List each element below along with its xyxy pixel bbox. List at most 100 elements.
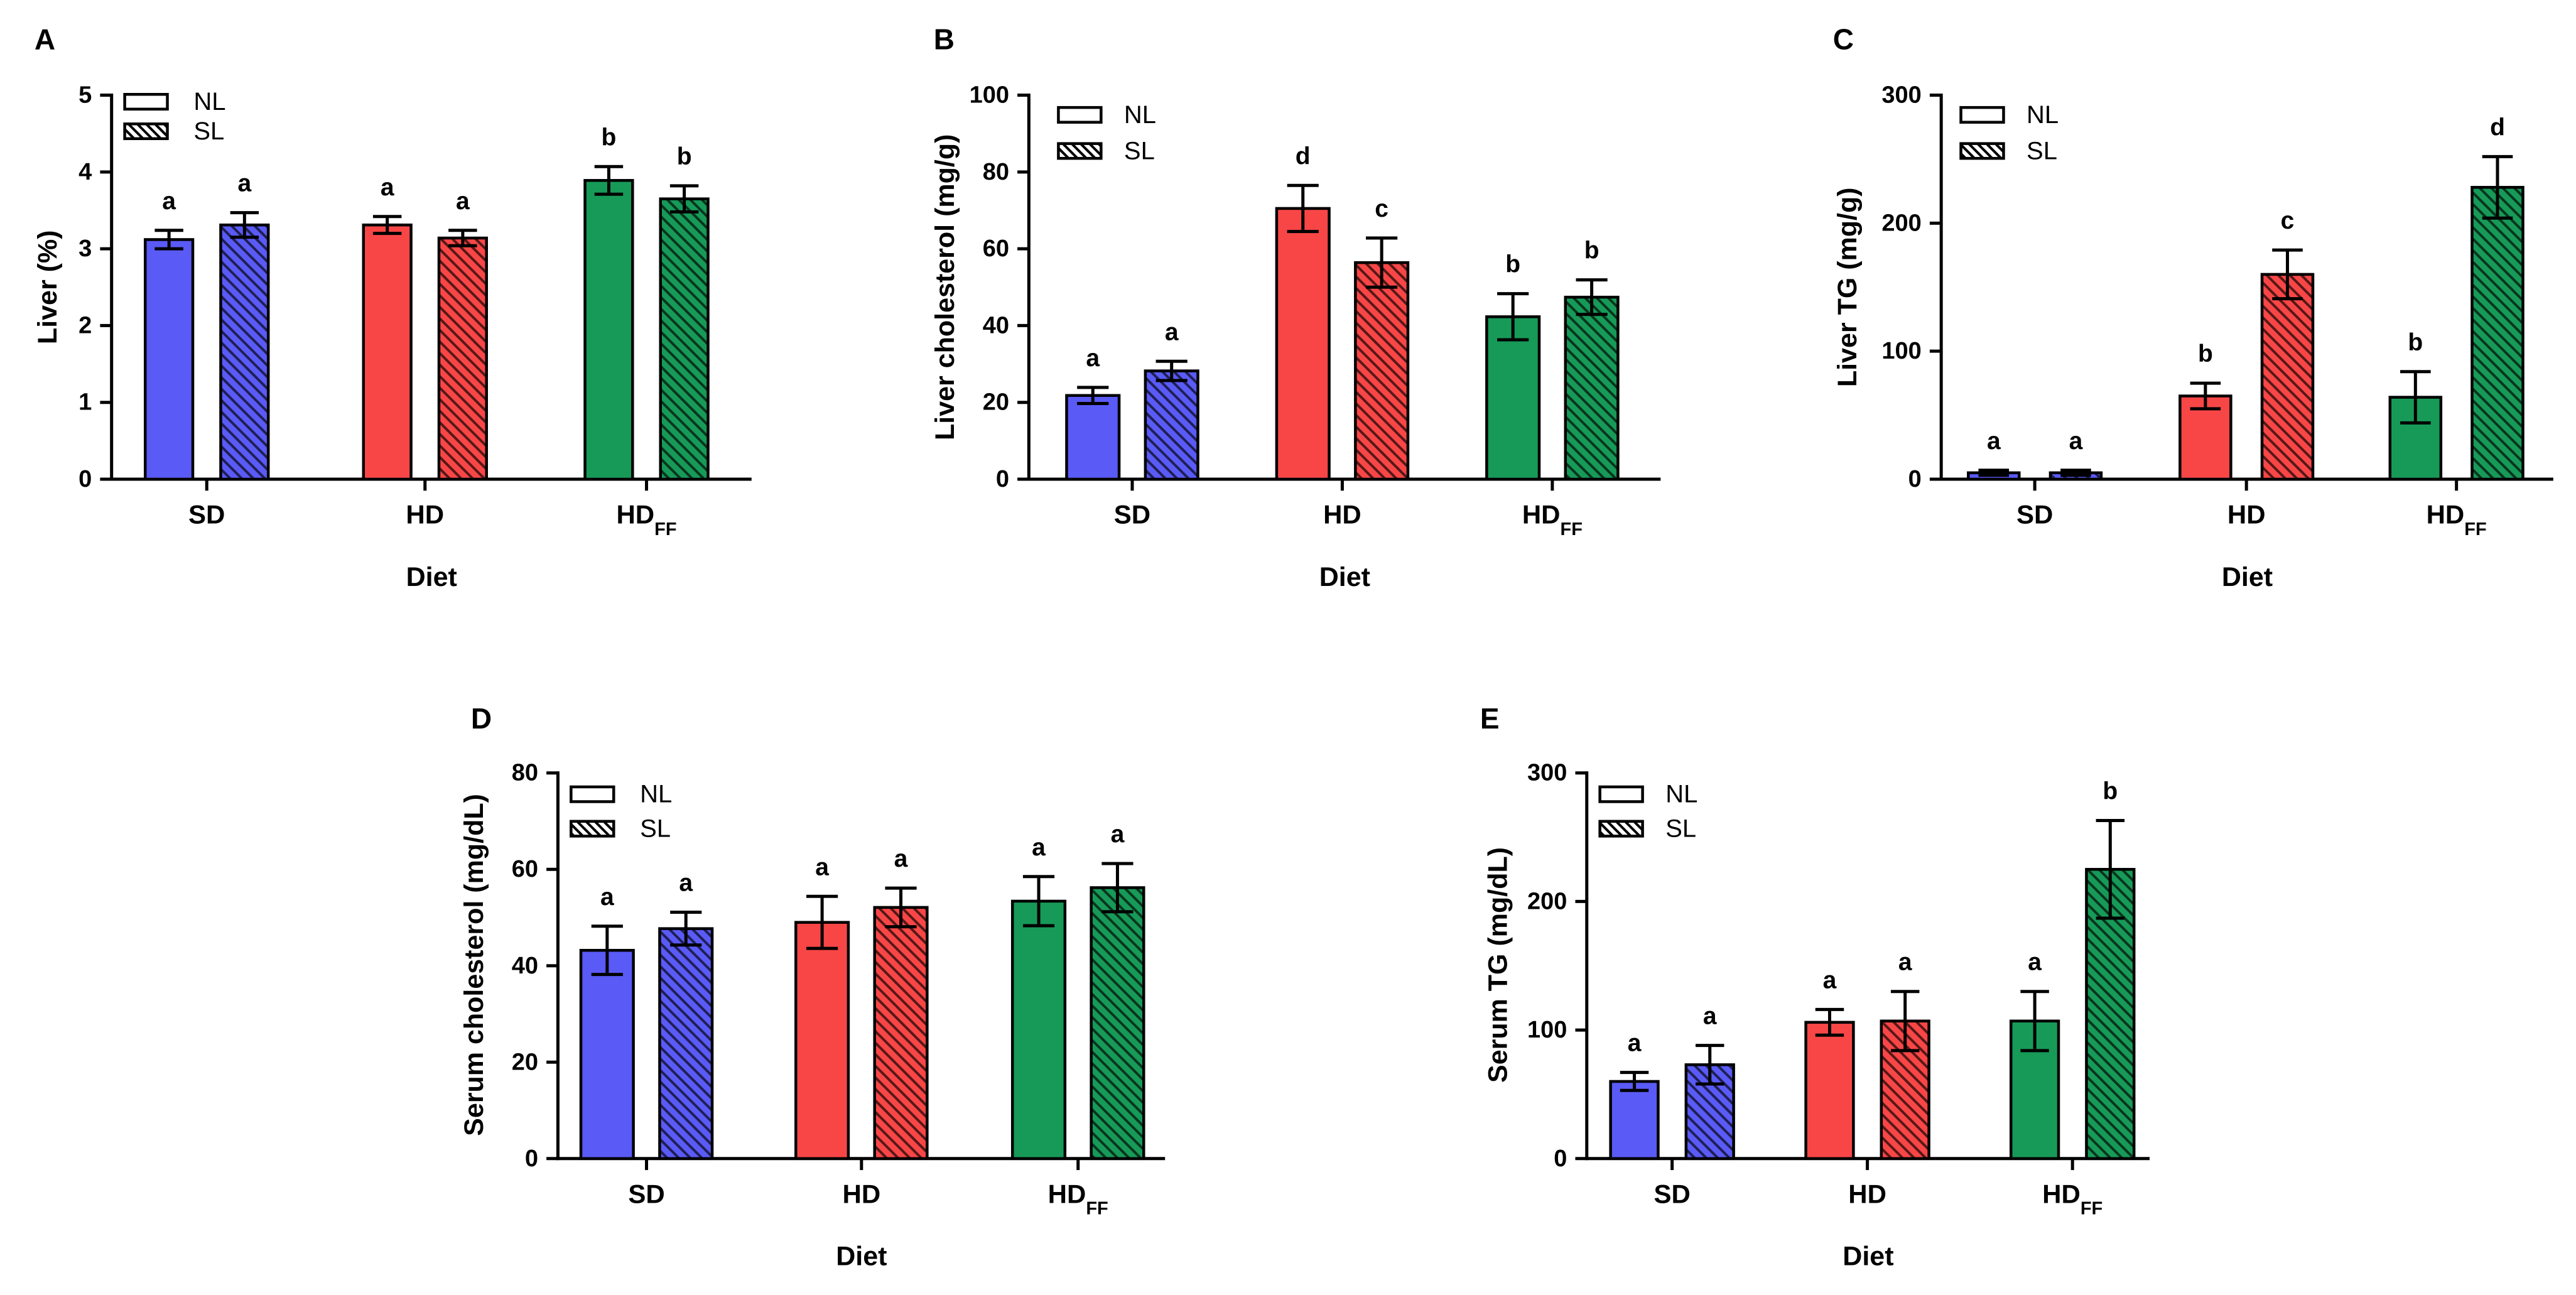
significance-letter-nl-hd: a (1823, 967, 1837, 994)
significance-letter-sl-hd: a (894, 845, 908, 872)
bar-nl-hd-ff (2009, 1019, 2060, 1161)
significance-letter-sl-hd-ff: a (1111, 821, 1125, 848)
bar-nl-hd (1804, 1021, 1855, 1161)
y-tick-label: 60 (983, 236, 1009, 262)
category-name: HD (616, 500, 654, 529)
category-subscript: FF (2464, 519, 2486, 539)
bar-nl-sd (579, 948, 635, 1161)
error-bar-sl-hd-ff (669, 184, 699, 214)
y-tick-label: 100 (970, 82, 1009, 109)
bar-nl-hd-ff (583, 179, 634, 481)
significance-letter-nl-hd: a (381, 174, 394, 201)
x-tick-label-hd-ff: HDFF (2042, 1179, 2102, 1218)
significance-letter-nl-hd-ff: b (1505, 251, 1520, 278)
significance-letter-nl-sd: a (1628, 1030, 1642, 1057)
legend-swatch-nl (1598, 785, 1644, 803)
significance-letter-sl-hd: c (2281, 207, 2295, 234)
series-nl: a a b (144, 124, 634, 481)
category-name: SD (1114, 500, 1150, 529)
y-tick-label: 4 (78, 159, 92, 185)
bar-hatch-sl-sd (658, 927, 714, 1161)
y-tick-label: 300 (1881, 82, 1921, 109)
series-nl: a a a (1609, 949, 2060, 1161)
error-bar-sl-hd (448, 229, 477, 247)
bar-hatch-sl-sd (219, 223, 270, 481)
category-subscript: FF (654, 519, 676, 539)
x-tick-label-hd-ff: HDFF (1522, 500, 1583, 539)
error-bar-nl-sd (1978, 469, 2010, 477)
legend-label-sl: SL (1124, 137, 1155, 165)
panel-label: C (1833, 23, 1854, 55)
legend-swatch-sl (1959, 142, 2005, 160)
bar-nl-sd (1065, 394, 1121, 481)
significance-letter-sl-sd: a (1165, 318, 1179, 345)
x-tick-label-sd: SD (1653, 1179, 1690, 1208)
legend: NL SL (1057, 101, 1156, 165)
category-subscript: FF (2081, 1199, 2102, 1219)
legend-label-nl: NL (1124, 101, 1156, 129)
bar-hatch-sl-hd (1354, 261, 1410, 481)
significance-letter-sl-hd-ff: b (677, 143, 692, 170)
significance-letter-sl-hd: a (1898, 949, 1912, 976)
legend-label-sl: SL (640, 815, 671, 843)
legend-label-sl: SL (1665, 815, 1696, 843)
category-name: SD (188, 500, 225, 529)
legend-swatch-nl (1057, 106, 1103, 124)
category-name: HD (406, 500, 444, 529)
significance-letter-sl-sd: a (237, 170, 251, 197)
significance-letter-sl-sd: a (2069, 428, 2083, 455)
bar-nl-sd (1609, 1080, 1660, 1161)
x-tick-label-hd: HD (1323, 500, 1361, 529)
legend-swatch-nl (1959, 106, 2005, 124)
significance-letter-sl-sd: a (679, 870, 693, 897)
y-tick-label: 200 (1527, 888, 1567, 914)
y-axis-title: Serum cholesterol (mg/dL) (459, 794, 489, 1136)
error-bar-sl-hd (885, 886, 917, 929)
category-name: HD (2227, 500, 2266, 529)
bar-hatch-sl-hd (1880, 1019, 1930, 1161)
x-tick-label-hd-ff: HDFF (2427, 500, 2487, 539)
bar-hatch-sl-hd-ff (1090, 886, 1145, 1161)
error-bar-sl-hd-ff (1101, 862, 1134, 914)
series-sl: a a b (1684, 778, 2136, 1161)
error-bar-nl-hd-ff (594, 165, 624, 196)
legend-label-nl: NL (1665, 781, 1697, 808)
category-name: HD (1522, 500, 1561, 529)
legend-swatch-sl (570, 820, 615, 838)
category-name: HD (2427, 500, 2465, 529)
y-axis-title: Liver TG (mg/g) (1832, 187, 1863, 387)
series-nl: a b b (1967, 329, 2443, 481)
significance-letter-nl-hd: a (815, 853, 829, 880)
error-bar-sl-hd-ff (2482, 154, 2513, 220)
significance-letter-nl-sd: a (1086, 345, 1100, 372)
y-axis-title: Liver (%) (33, 230, 63, 344)
legend: NL SL (570, 781, 672, 843)
y-axis-title: Liver cholesterol (mg/g) (930, 134, 960, 440)
x-tick-label-sd: SD (2016, 500, 2053, 529)
bar-hatch-sl-hd (2260, 273, 2315, 481)
legend-swatch-sl (123, 122, 169, 141)
y-tick-label: 100 (1881, 338, 1921, 364)
legend-swatch-sl (1057, 142, 1103, 160)
significance-letter-sl-sd: a (1703, 1003, 1717, 1030)
error-bar-nl-hd-ff (1022, 875, 1055, 928)
legend-label-nl: NL (640, 781, 672, 808)
bar-nl-hd (794, 921, 850, 1161)
error-bar-nl-sd (154, 229, 183, 251)
error-bar-nl-hd (806, 894, 838, 950)
y-tick-label: 0 (525, 1146, 538, 1172)
significance-letter-nl-hd-ff: b (2408, 329, 2423, 356)
significance-letter-nl-sd: a (162, 188, 176, 215)
error-bar-nl-hd (1815, 1007, 1844, 1037)
y-tick-label: 3 (78, 236, 92, 262)
y-tick-label: 80 (512, 760, 538, 786)
y-tick-label: 100 (1527, 1017, 1567, 1043)
category-subscript: FF (1086, 1199, 1108, 1219)
legend: NL SL (1598, 781, 1697, 843)
